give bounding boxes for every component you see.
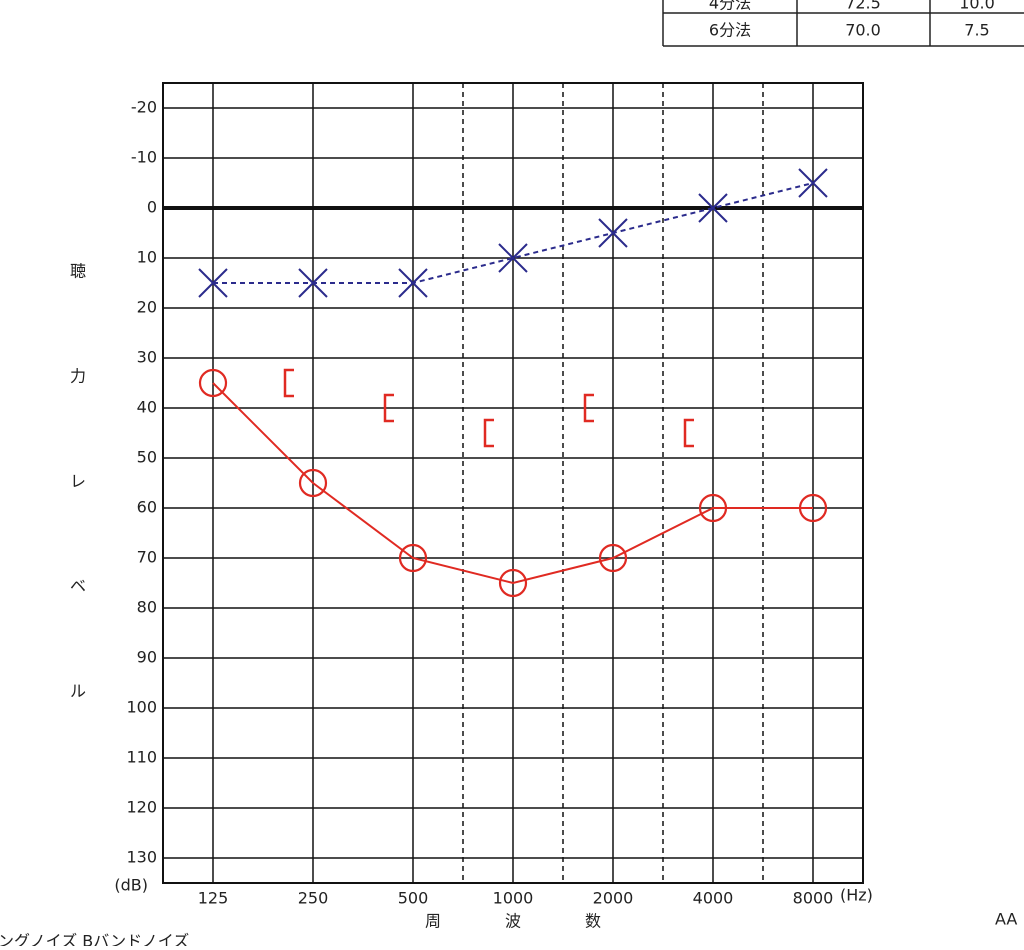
marker-circle xyxy=(398,543,428,573)
y-tick-label: 120 xyxy=(126,798,157,817)
table-cell: 4分法 xyxy=(709,0,751,13)
x-tick-label: 2000 xyxy=(593,889,634,908)
x-tick-label: 1000 xyxy=(493,889,534,908)
marker-cross xyxy=(298,268,328,298)
y-tick-label: 110 xyxy=(126,748,157,767)
table-cell: 7.5 xyxy=(964,21,989,40)
marker-bracket xyxy=(583,393,594,423)
y-axis-label: 力 xyxy=(70,367,86,386)
marker-cross xyxy=(198,268,228,298)
marker-bracket xyxy=(283,368,294,398)
x-tick-label: 250 xyxy=(298,889,329,908)
summary-table xyxy=(662,0,1024,47)
y-tick-label: 20 xyxy=(137,298,157,317)
series-line xyxy=(212,382,813,585)
x-tick-label: 125 xyxy=(198,889,229,908)
y-tick-label: -10 xyxy=(131,148,157,167)
x-axis-label: 波 xyxy=(505,912,521,931)
marker-cross xyxy=(498,243,528,273)
x-unit: (Hz) xyxy=(840,886,873,905)
y-tick-label: -20 xyxy=(131,98,157,117)
y-axis-label: ル xyxy=(70,682,86,701)
footer-right: AA xyxy=(995,910,1017,929)
table-cell: 6分法 xyxy=(709,21,751,40)
y-tick-label: 50 xyxy=(137,448,157,467)
marker-bracket xyxy=(483,418,494,448)
marker-circle xyxy=(698,493,728,523)
x-axis-label: 数 xyxy=(585,912,601,931)
y-tick-label: 130 xyxy=(126,848,157,867)
marker-circle xyxy=(298,468,328,498)
y-axis-label: レ xyxy=(70,472,86,491)
y-tick-label: 80 xyxy=(137,598,157,617)
y-tick-label: 30 xyxy=(137,348,157,367)
marker-circle xyxy=(198,368,228,398)
x-tick-label: 4000 xyxy=(693,889,734,908)
x-tick-label: 8000 xyxy=(793,889,834,908)
y-unit: (dB) xyxy=(114,876,148,895)
marker-cross xyxy=(698,193,728,223)
marker-circle xyxy=(598,543,628,573)
table-cell: 70.0 xyxy=(845,21,881,40)
marker-bracket xyxy=(383,393,394,423)
footer-left: ングノイズ Bバンドノイズ xyxy=(0,932,189,947)
marker-circle xyxy=(798,493,828,523)
marker-circle xyxy=(498,568,528,598)
marker-cross xyxy=(798,168,828,198)
marker-bracket xyxy=(683,418,694,448)
y-tick-label: 10 xyxy=(137,248,157,267)
y-axis-label: ベ xyxy=(70,577,86,596)
y-tick-label: 40 xyxy=(137,398,157,417)
table-cell: 10.0 xyxy=(959,0,995,13)
y-tick-label: 90 xyxy=(137,648,157,667)
table-cell: 72.5 xyxy=(845,0,881,13)
marker-cross xyxy=(398,268,428,298)
x-tick-label: 500 xyxy=(398,889,429,908)
y-tick-label: 0 xyxy=(147,198,157,217)
y-tick-label: 60 xyxy=(137,498,157,517)
y-tick-label: 70 xyxy=(137,548,157,567)
y-axis-label: 聴 xyxy=(70,262,86,281)
marker-cross xyxy=(598,218,628,248)
x-axis-label: 周 xyxy=(425,912,441,931)
y-tick-label: 100 xyxy=(126,698,157,717)
